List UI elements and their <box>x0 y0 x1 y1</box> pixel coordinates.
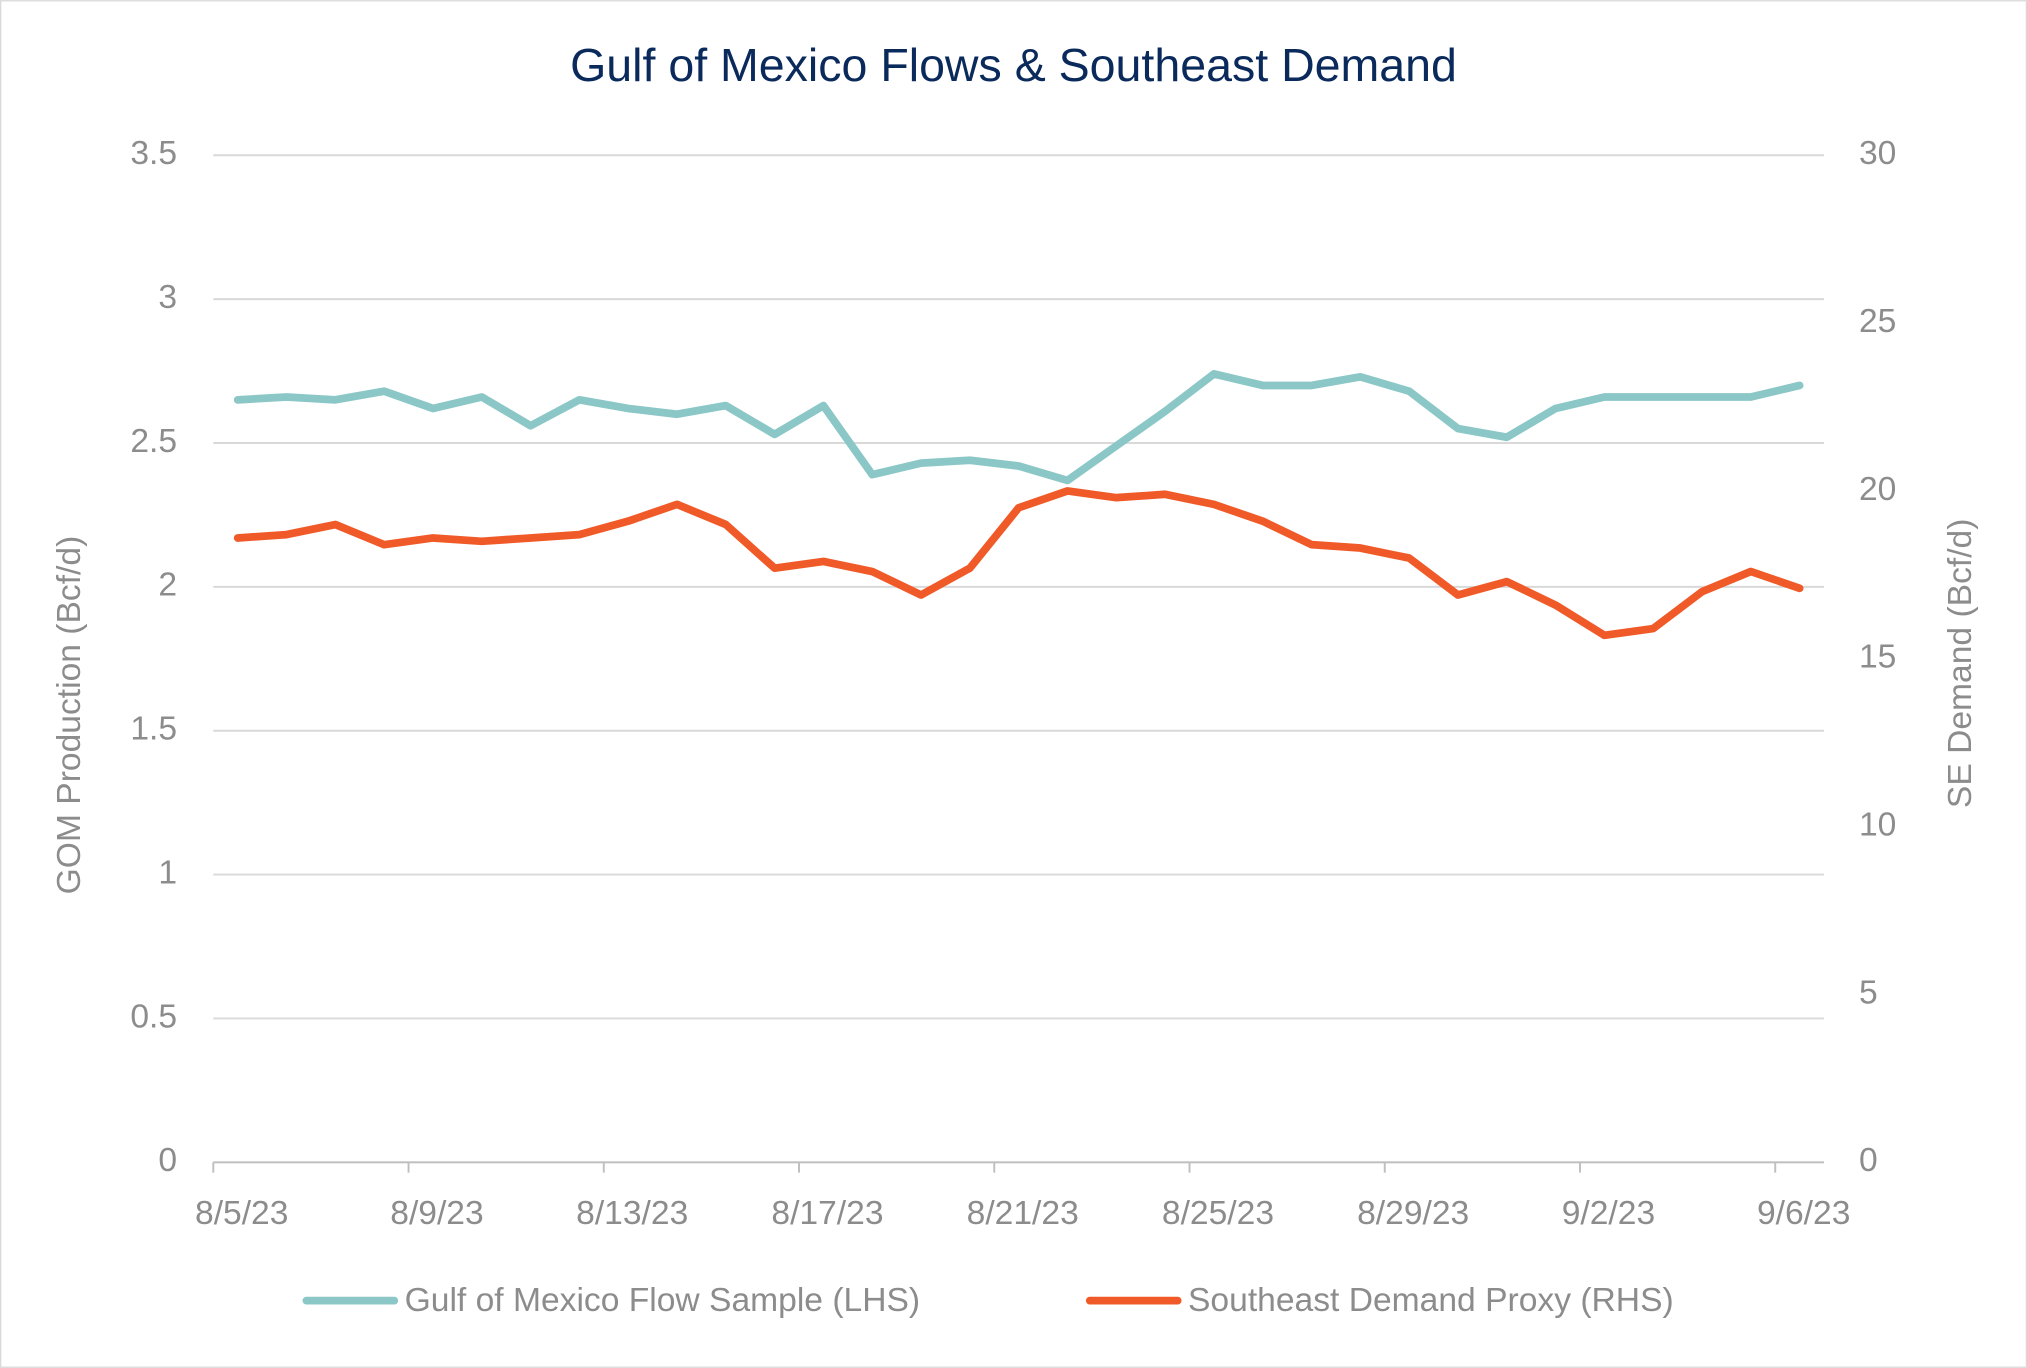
x-tick-label: 8/9/23 <box>390 1195 483 1232</box>
y2-tick-label: 30 <box>1859 135 1896 172</box>
series-line <box>233 487 1804 640</box>
y-axis-label: GOM Production (Bcf/d) <box>51 536 88 895</box>
y-tick-label: 3 <box>158 279 177 316</box>
x-tick-label: 8/25/23 <box>1162 1195 1274 1232</box>
series-line <box>233 370 1804 485</box>
legend-label: Southeast Demand Proxy (RHS) <box>1188 1282 1674 1319</box>
y2-tick-label: 5 <box>1859 974 1878 1011</box>
y-tick-label: 1.5 <box>130 711 177 748</box>
x-tick-label: 8/5/23 <box>195 1195 288 1232</box>
y-tick-label: 2 <box>158 567 177 604</box>
y-tick-label: 0 <box>158 1142 177 1179</box>
x-tick-label: 8/21/23 <box>967 1195 1079 1232</box>
y2-tick-label: 20 <box>1859 471 1896 508</box>
y2-tick-label: 15 <box>1859 639 1896 676</box>
y-tick-label: 3.5 <box>130 135 177 172</box>
x-tick-label: 8/13/23 <box>576 1195 688 1232</box>
y-tick-label: 1 <box>158 854 177 891</box>
x-tick-label: 9/2/23 <box>1562 1195 1655 1232</box>
y2-tick-label: 10 <box>1859 807 1896 844</box>
y-tick-label: 0.5 <box>130 998 177 1035</box>
legend-label: Gulf of Mexico Flow Sample (LHS) <box>405 1282 920 1319</box>
x-tick-label: 8/17/23 <box>771 1195 883 1232</box>
y-tick-label: 2.5 <box>130 423 177 460</box>
chart-title: Gulf of Mexico Flows & Southeast Demand <box>570 39 1457 91</box>
y2-axis-label: SE Demand (Bcf/d) <box>1942 519 1979 809</box>
x-tick-label: 9/6/23 <box>1757 1195 1850 1232</box>
x-tick-label: 8/29/23 <box>1357 1195 1469 1232</box>
y2-tick-label: 0 <box>1859 1142 1878 1179</box>
y2-tick-label: 25 <box>1859 303 1896 340</box>
